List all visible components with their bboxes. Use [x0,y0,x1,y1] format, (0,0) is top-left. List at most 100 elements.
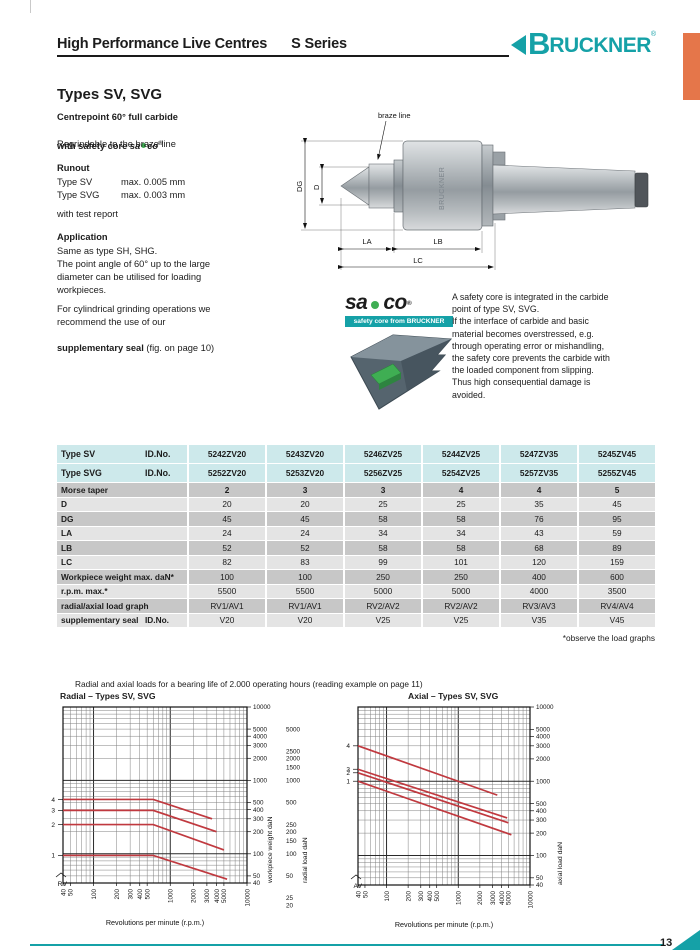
row-label-cell: supplementary seal ID.No. [57,613,187,627]
y-tick-label: 40 [253,880,261,887]
x-tick-label: 3000 [490,891,497,906]
supplementary-seal-bold: supplementary seal [57,343,144,353]
d-label: D [312,184,321,190]
y-tick-label: 3000 [253,743,268,750]
table-cell: RV1/AV1 [189,599,265,613]
curve-label: 1 [51,853,55,860]
table-row: Workpiece weight max. daN* 100 100 250 250 40… [57,570,655,584]
y-axis-caption: axial load daN [557,842,564,885]
table-cell: 45 [189,512,265,526]
y-tick-label: 50 [536,875,544,882]
row-sublabel: ID.No. [145,449,171,459]
drawing-engraving: BRUCKNER [439,167,446,210]
load-curve-3 [357,768,508,819]
x-tick-label: 400 [137,889,144,900]
row-label: DG [61,513,74,524]
row-label-cell: LB [57,541,187,555]
table-row: r.p.m. max.* 5500 5500 5000 5000 4000 3500 [57,584,655,598]
corner-label: AV [353,883,362,890]
y-tick-label: 200 [536,830,547,837]
load-curve-3 [63,809,217,833]
load-curve-1 [63,854,228,881]
table-cell: 82 [189,555,265,569]
table-row: Type SVG ID.No. 5252ZV20 5253ZV20 5256ZV25 52… [57,464,655,482]
saco-logo-reg: ® [406,299,412,307]
table-cell: 58 [423,541,499,555]
curve-label: 1 [346,779,350,786]
saco-word-sa: sa [129,141,141,152]
y-tick-label: 300 [253,816,264,823]
table-cell: 159 [579,555,655,569]
corner-hat-icon [55,872,67,878]
application-heading: Application [57,232,108,242]
y-tick-label: 4000 [253,733,268,740]
drawing-collar [393,159,404,213]
saco-logo-sa: sa [345,291,368,314]
x-tick-label: 1000 [456,891,463,906]
y-tick-label: 150 [286,838,297,845]
table-cell: 5245ZV45 [579,445,655,463]
radial-chart-title: Radial – Types SV, SVG [60,691,156,701]
subheading-line1: Centrepoint 60° full carbide [57,112,178,122]
safety-core-text: A safety core is integrated in the carbi… [452,292,610,400]
y-axis-caption: radial load daN [302,837,309,883]
plot-border [62,706,248,884]
x-tick-label: 300 [418,891,425,902]
table-cell: 20 [267,497,343,511]
page-title: High Performance Live Centres S Series [57,36,347,52]
table-cell: 25 [423,497,499,511]
load-curve-4 [357,745,498,796]
saco-logo-co: co [383,291,407,314]
table-cell: 120 [501,555,577,569]
braze-line-label: braze line [378,111,411,120]
table-cell: RV1/AV1 [267,599,343,613]
x-tick-label: 400 [427,891,434,902]
y-tick-label: 400 [536,808,547,815]
table-cell: 24 [267,526,343,540]
table-cell: 45 [579,497,655,511]
load-curve-2 [63,823,225,851]
table-cell: 95 [579,512,655,526]
x-tick-label: 3000 [204,889,211,904]
table-cell: 5243ZV20 [267,445,343,463]
table-cell: 35 [501,497,577,511]
x-tick-label: 10000 [244,889,251,907]
drawing-shank-tang [634,172,649,208]
curve-label: 4 [346,743,350,750]
dg-label: DG [295,181,304,192]
saco-logo: sa co ® [345,291,457,315]
page-title-main: High Performance Live Centres [57,36,268,52]
y-tick-label: 100 [536,853,547,860]
load-curve-4 [63,798,213,820]
table-cell: 5244ZV25 [423,445,499,463]
table-cell: 600 [579,570,655,584]
table-row: LC 82 83 99 101 120 159 [57,555,655,569]
logo-text: RUCKNER [549,34,651,57]
carbide-wedge-side-face [401,339,451,391]
table-cell: 5252ZV20 [189,464,265,482]
x-tick-label: 10000 [527,891,534,909]
x-tick-label: 50 [362,891,369,899]
y-tick-label: 500 [536,801,547,808]
row-label: LA [61,528,73,539]
footer-rule [30,944,664,946]
x-tick-label: 200 [114,889,121,900]
saco-logo-dot-icon [371,301,380,309]
y-tick-label: 10000 [253,704,271,711]
saco-dot-icon [141,143,147,149]
table-cell: RV4/AV4 [579,599,655,613]
table-cell: 4000 [501,584,577,598]
drawing-morse-taper-shank [492,164,636,215]
row-label: supplementary seal [61,615,139,626]
table-cell: 100 [189,570,265,584]
table-cell: 5000 [345,584,421,598]
table-cell: 52 [267,541,343,555]
row-label: r.p.m. max.* [61,586,108,597]
drawing-point-cylinder [368,163,395,209]
carbide-wedge-top-face [351,335,451,361]
row-label-cell: Type SVG ID.No. [57,464,187,482]
page-edge-tab [683,33,700,100]
y-tick-label: 1500 [286,765,301,772]
table-cell: 250 [423,570,499,584]
